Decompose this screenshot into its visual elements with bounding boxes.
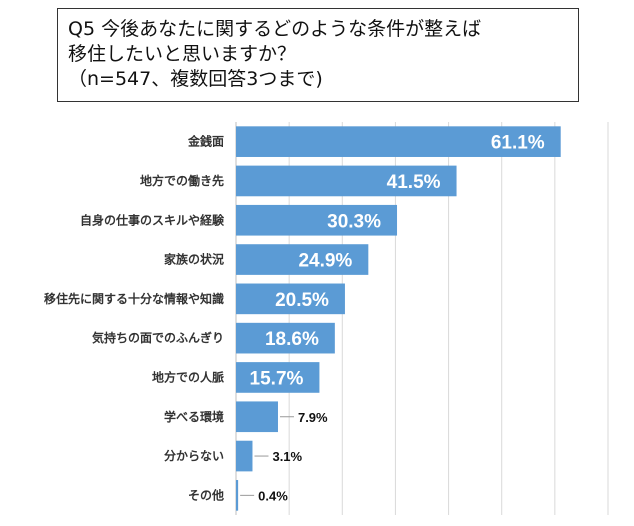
bar-8 [236, 440, 253, 472]
data-label-1: 41.5% [387, 172, 441, 193]
chart-title-box: Q5 今後あなたに関するどのような条件が整えば 移住したいと思いますか？ （n=… [57, 8, 579, 102]
category-label-2: 自身の仕事のスキルや経験 [80, 212, 225, 227]
data-label-7: 7.9% [298, 410, 328, 425]
bar-5 [236, 322, 335, 354]
bar-1 [236, 165, 457, 197]
bar-3 [236, 244, 369, 275]
chart-title-line-3: （n=547、複数回答3つまで) [68, 68, 323, 90]
data-label-3: 24.9% [298, 251, 352, 272]
category-label-8: 分からない [164, 448, 224, 463]
bars [236, 126, 561, 511]
data-label-6: 15.7% [250, 368, 304, 389]
bar-4 [236, 283, 345, 315]
labels: 金銭面 61.1% 地方での働き先 41.5% 自身の仕事のスキルや経験 30.3% 家族の… [44, 133, 545, 504]
data-label-0: 61.1% [491, 133, 545, 154]
chart-title-line-1: Q5 今後あなたに関するどのような条件が整えば [68, 18, 482, 40]
category-label-3: 家族の状況 [164, 252, 224, 267]
bar-9 [236, 480, 239, 511]
data-label-5: 18.6% [265, 329, 319, 350]
category-label-9: その他 [188, 487, 224, 502]
category-label-6: 地方での人脈 [152, 369, 224, 384]
category-label-7: 学べる環境 [164, 409, 224, 424]
data-label-4: 20.5% [275, 290, 329, 311]
category-label-0: 金銭面 [187, 134, 224, 149]
data-label-8: 3.1% [272, 449, 302, 464]
data-label-9: 0.4% [258, 488, 288, 503]
bar-0 [236, 126, 561, 157]
chart-title-line-2: 移住したいと思いますか？ [68, 43, 297, 65]
bar-6 [236, 362, 320, 393]
category-label-4: 移住先に関する十分な情報や知識 [44, 291, 224, 306]
category-label-5: 気持ちの面でのふんぎり [92, 330, 224, 345]
data-label-2: 30.3% [327, 211, 381, 232]
bar-7 [236, 401, 278, 433]
bar-2 [236, 204, 398, 236]
category-label-1: 地方での働き先 [140, 173, 224, 188]
